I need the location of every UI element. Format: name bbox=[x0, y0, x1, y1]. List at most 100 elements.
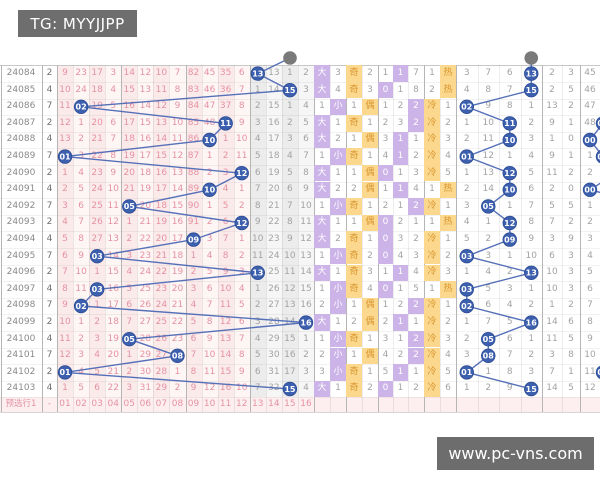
attr-hit-cell: 小 bbox=[330, 297, 346, 315]
attr-miss-cell: 7 bbox=[413, 68, 419, 79]
ball-miss-cell: 23 bbox=[268, 234, 280, 245]
ball-miss-cell: 3 bbox=[254, 117, 261, 128]
ball-miss-cell: 10 bbox=[235, 134, 248, 145]
ball-miss-cell: 4 bbox=[94, 350, 101, 361]
ball-miss-cell: 2 bbox=[238, 200, 245, 211]
ball-miss-cell: 2 bbox=[222, 151, 229, 162]
ball-miss-cell: 3 bbox=[110, 68, 117, 79]
ball-miss-cell: 7 bbox=[78, 217, 84, 228]
ball-miss-cell: 2 bbox=[62, 184, 68, 195]
tail-digit-cell: 0 bbox=[568, 134, 574, 145]
col-line bbox=[393, 65, 394, 412]
ball-miss-cell: 6 bbox=[303, 134, 309, 145]
attr-hit-cell: 奇 bbox=[346, 281, 362, 298]
ball-miss-cell: 13 bbox=[284, 300, 296, 311]
ball-miss-cell: 2 bbox=[303, 350, 309, 361]
col-line bbox=[362, 65, 363, 412]
ball-miss-cell: 2 bbox=[126, 366, 133, 377]
attr-miss-cell: 1 bbox=[351, 300, 357, 311]
tail-digit-cell: 1 bbox=[568, 366, 574, 377]
attr-miss-cell: 3 bbox=[445, 134, 451, 145]
attr-miss-cell: 1 bbox=[413, 317, 419, 328]
ball-miss-cell: 19 bbox=[91, 101, 103, 112]
ball-miss-cell: 19 bbox=[107, 333, 119, 344]
attr-hit-cell: 冷 bbox=[424, 364, 440, 381]
group-index-cell: 4 bbox=[46, 134, 53, 145]
quadrant-miss-cell: 9 bbox=[485, 101, 492, 112]
ball-miss-cell: 5 bbox=[254, 350, 261, 361]
ball-miss-cell: 18 bbox=[107, 317, 119, 328]
ball-miss-cell: 13 bbox=[171, 167, 184, 178]
group-index-cell: 2 bbox=[46, 317, 53, 328]
attr-miss-cell: 4 bbox=[413, 267, 419, 278]
attr-hit-cell: 冷 bbox=[424, 148, 440, 165]
ball-miss-cell: 26 bbox=[268, 283, 280, 294]
attr-miss-cell: 2 bbox=[445, 117, 451, 128]
ball-miss-cell: 2 bbox=[303, 68, 309, 79]
ball-miss-cell: 4 bbox=[78, 167, 84, 178]
tail-digit-cell: 2 bbox=[568, 101, 574, 112]
attr-hit-cell: 小 bbox=[330, 98, 346, 116]
attr-miss-cell: 2 bbox=[445, 317, 451, 328]
attr-hit-cell: 冷 bbox=[424, 330, 440, 348]
span-cell: 3 bbox=[549, 350, 555, 361]
path-hit-cell: 1 bbox=[393, 131, 408, 149]
ball-miss-cell: 24 bbox=[139, 267, 152, 278]
footer-ball-label: 09 bbox=[187, 399, 200, 410]
ball-miss-cell: 7 bbox=[238, 333, 245, 344]
ball-miss-cell: 12 bbox=[107, 217, 119, 228]
ball-miss-cell: 7 bbox=[206, 300, 213, 311]
ball-miss-cell: 23 bbox=[139, 250, 152, 261]
ball-miss-cell: 3 bbox=[94, 333, 101, 344]
ball-miss-cell: 20 bbox=[139, 200, 152, 211]
attr-miss-cell: 1 bbox=[319, 151, 325, 162]
ball-miss-cell: 20 bbox=[268, 184, 280, 195]
quadrant-miss-cell: 3 bbox=[528, 366, 535, 377]
attr-hit-cell: 大 bbox=[314, 81, 330, 99]
ball-miss-cell: 17 bbox=[284, 366, 296, 377]
ball-miss-cell: 25 bbox=[139, 283, 152, 294]
quadrant-miss-cell: 7 bbox=[485, 68, 492, 79]
attr-miss-cell: 1 bbox=[382, 267, 389, 278]
quadrant-miss-cell: 14 bbox=[482, 184, 494, 195]
ball-miss-cell: 11 bbox=[59, 333, 71, 344]
ball-miss-cell: 11 bbox=[75, 283, 87, 294]
attr-miss-cell: 1 bbox=[445, 234, 451, 245]
quadrant-miss-cell: 10 bbox=[525, 250, 537, 261]
quadrant-miss-cell: 1 bbox=[463, 117, 470, 128]
attr-hit-cell: 热 bbox=[440, 214, 456, 232]
ball-miss-cell: 1 bbox=[222, 134, 229, 145]
ball-miss-cell: 2 bbox=[206, 217, 213, 228]
ball-miss-cell: 2 bbox=[78, 134, 84, 145]
ball-miss-cell: 15 bbox=[268, 101, 280, 112]
tail0-miss-cell: 4 bbox=[587, 250, 593, 261]
ball-miss-cell: 9 bbox=[254, 217, 261, 228]
tail-digit-cell: 8 bbox=[568, 350, 574, 361]
attr-miss-cell: 2 bbox=[382, 317, 389, 328]
group-index-cell: 7 bbox=[46, 101, 53, 112]
ball-miss-cell: 31 bbox=[139, 383, 152, 394]
attr-miss-cell: 1 bbox=[429, 283, 435, 294]
ball-miss-cell: 15 bbox=[155, 151, 168, 162]
ball-miss-cell: 9 bbox=[206, 333, 213, 344]
ball-miss-cell: 4 bbox=[254, 134, 261, 145]
quadrant-miss-cell: 1 bbox=[463, 383, 470, 394]
attr-hit-cell: 小 bbox=[330, 330, 346, 348]
ball-miss-cell: 6 bbox=[254, 366, 261, 377]
ball-miss-cell: 82 bbox=[187, 68, 200, 79]
attr-miss-cell: 1 bbox=[397, 200, 404, 211]
attr-miss-cell: 1 bbox=[335, 383, 341, 394]
tail0-miss-cell: 1 bbox=[587, 151, 593, 162]
ball-miss-cell: 3 bbox=[287, 134, 293, 145]
ball-miss-cell: 8 bbox=[78, 234, 84, 245]
watermark-label: www.pc-vns.com bbox=[448, 444, 583, 463]
ball-miss-cell: 6 bbox=[287, 184, 293, 195]
ball-miss-cell: 27 bbox=[139, 317, 152, 328]
attr-hit-cell: 冷 bbox=[424, 231, 440, 248]
span-cell: 11 bbox=[546, 167, 558, 178]
attr-hit-cell: 热 bbox=[440, 181, 456, 199]
ball-miss-cell: 5 bbox=[126, 283, 133, 294]
ball-miss-cell: 10 bbox=[59, 317, 71, 328]
ball-miss-cell: 1 bbox=[238, 184, 245, 195]
ball-miss-cell: 6 bbox=[190, 333, 197, 344]
